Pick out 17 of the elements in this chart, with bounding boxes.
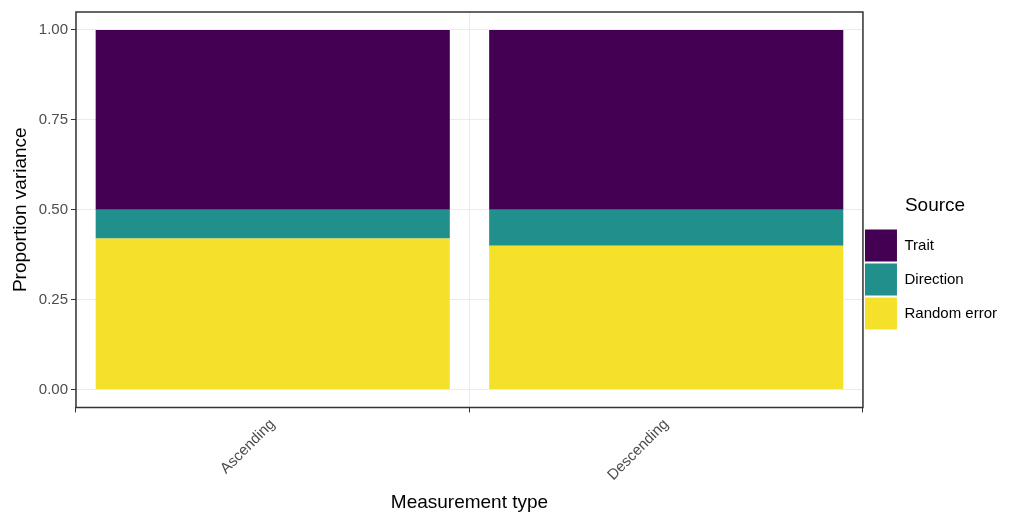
y-tick-label: 0.25	[38, 289, 68, 307]
legend-label: Random error	[904, 303, 998, 321]
y-tick-label: 1.00	[38, 20, 68, 38]
bar	[489, 245, 844, 389]
y-axis-title: Proportion variance	[8, 127, 30, 293]
legend-label: Trait	[904, 235, 935, 253]
x-axis-title: Measurement type	[390, 490, 549, 512]
bar	[95, 238, 450, 389]
y-tick-label: 0.50	[38, 199, 68, 217]
bar	[489, 209, 844, 246]
bar	[489, 29, 844, 210]
bar	[95, 29, 450, 210]
bar	[95, 209, 450, 239]
y-tick-label: 0.75	[38, 109, 68, 127]
y-tick-label: 0.00	[38, 379, 68, 397]
legend-title: Source	[904, 194, 966, 216]
legend-label: Direction	[904, 269, 964, 287]
